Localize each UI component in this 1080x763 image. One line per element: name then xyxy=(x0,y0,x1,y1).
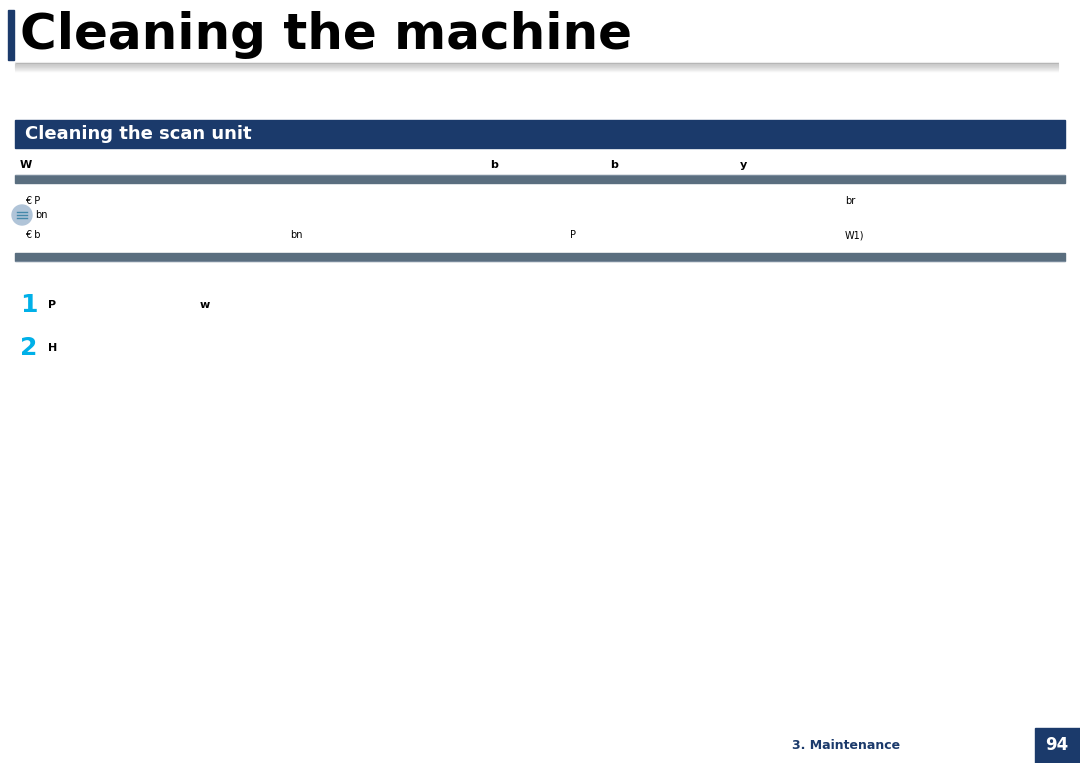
Text: 3. Maintenance: 3. Maintenance xyxy=(792,739,900,752)
Text: y: y xyxy=(740,160,747,170)
Text: br: br xyxy=(845,196,855,206)
Text: P: P xyxy=(48,300,56,310)
Text: 2: 2 xyxy=(21,336,38,360)
Text: b: b xyxy=(610,160,618,170)
Bar xyxy=(8,10,14,60)
Circle shape xyxy=(12,205,32,225)
Bar xyxy=(15,175,1065,183)
Text: € b: € b xyxy=(25,230,41,240)
Text: 1: 1 xyxy=(21,293,38,317)
Bar xyxy=(1035,728,1080,763)
Text: € P: € P xyxy=(25,196,40,206)
Text: W1): W1) xyxy=(845,230,864,240)
Text: bn: bn xyxy=(35,210,48,220)
Text: Cleaning the scan unit: Cleaning the scan unit xyxy=(25,125,252,143)
Bar xyxy=(15,183,1065,253)
Text: W: W xyxy=(21,160,32,170)
Bar xyxy=(15,120,1065,148)
Text: b: b xyxy=(490,160,498,170)
Text: bn: bn xyxy=(291,230,302,240)
Text: Cleaning the machine: Cleaning the machine xyxy=(21,11,632,59)
Text: P: P xyxy=(570,230,576,240)
Text: H: H xyxy=(48,343,57,353)
Text: w: w xyxy=(200,300,211,310)
Bar xyxy=(15,253,1065,261)
Text: 94: 94 xyxy=(1045,736,1068,755)
